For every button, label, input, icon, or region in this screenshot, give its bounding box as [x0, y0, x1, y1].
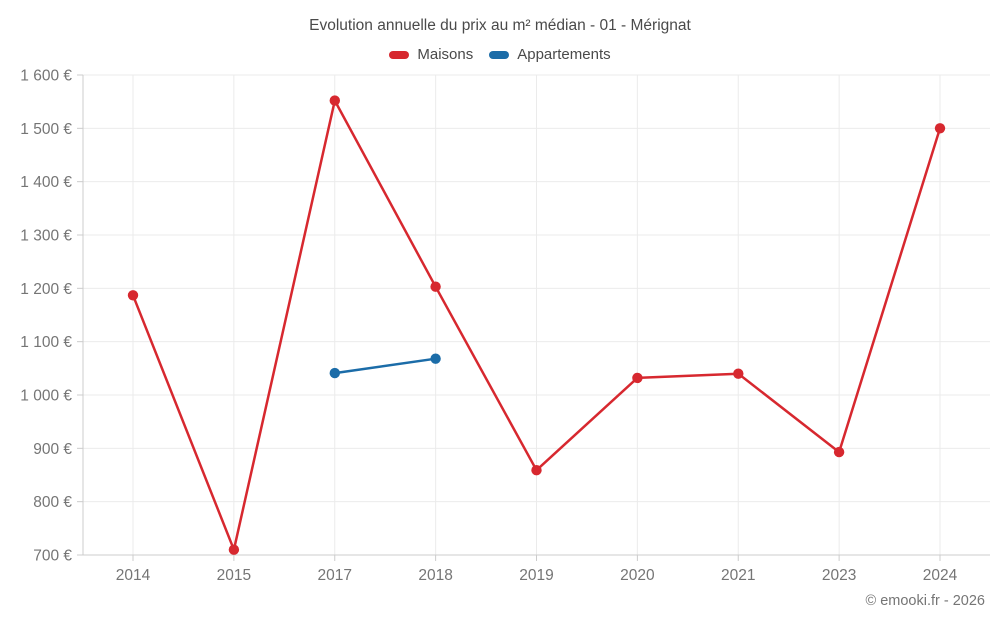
chart-legend: Maisons Appartements: [0, 46, 1000, 63]
data-point-appartements[interactable]: [430, 353, 441, 364]
x-axis-label: 2021: [721, 567, 755, 584]
data-point-maisons[interactable]: [833, 446, 845, 458]
x-axis-label: 2018: [418, 567, 452, 584]
y-axis-label: 1 400 €: [20, 174, 72, 191]
footer-credit: © emooki.fr - 2026: [865, 593, 985, 609]
x-axis-label: 2014: [116, 567, 151, 584]
x-axis-label: 2017: [318, 567, 352, 584]
y-axis-label: 1 200 €: [20, 281, 72, 298]
data-point-maisons[interactable]: [531, 465, 542, 476]
y-axis-label: 1 100 €: [20, 334, 72, 351]
y-axis-label: 700 €: [33, 548, 72, 565]
data-point-maisons[interactable]: [632, 372, 643, 384]
x-axis-label: 2020: [620, 567, 655, 584]
x-axis-label: 2023: [822, 567, 856, 584]
y-axis-label: 1 300 €: [20, 228, 72, 245]
y-axis-label: 800 €: [33, 494, 72, 511]
chart-title: Evolution annuelle du prix au m² médian …: [309, 17, 691, 34]
data-point-maisons[interactable]: [127, 290, 139, 301]
x-axis-label: 2015: [217, 567, 251, 584]
y-axis-label: 900 €: [33, 441, 72, 458]
y-axis-label: 1 000 €: [20, 388, 72, 405]
legend-swatch-appartements: [489, 50, 510, 59]
y-axis-label: 1 600 €: [20, 68, 72, 85]
legend-item-appartements[interactable]: Appartements: [489, 46, 611, 63]
y-axis-label: 1 500 €: [20, 121, 72, 138]
legend-label: Maisons: [417, 46, 474, 63]
series-line-appartements: [333, 357, 437, 375]
data-point-maisons[interactable]: [430, 281, 441, 292]
data-point-maisons[interactable]: [329, 95, 340, 106]
legend-swatch-maisons: [389, 50, 410, 59]
data-point-maisons[interactable]: [228, 544, 240, 555]
legend-label: Appartements: [517, 46, 611, 63]
data-point-appartements[interactable]: [329, 367, 340, 379]
x-axis-label: 2019: [519, 567, 553, 584]
legend-item-maisons[interactable]: Maisons: [389, 46, 473, 63]
x-axis-label: 2024: [923, 567, 958, 584]
data-point-maisons[interactable]: [934, 123, 946, 134]
data-point-maisons[interactable]: [733, 368, 744, 379]
